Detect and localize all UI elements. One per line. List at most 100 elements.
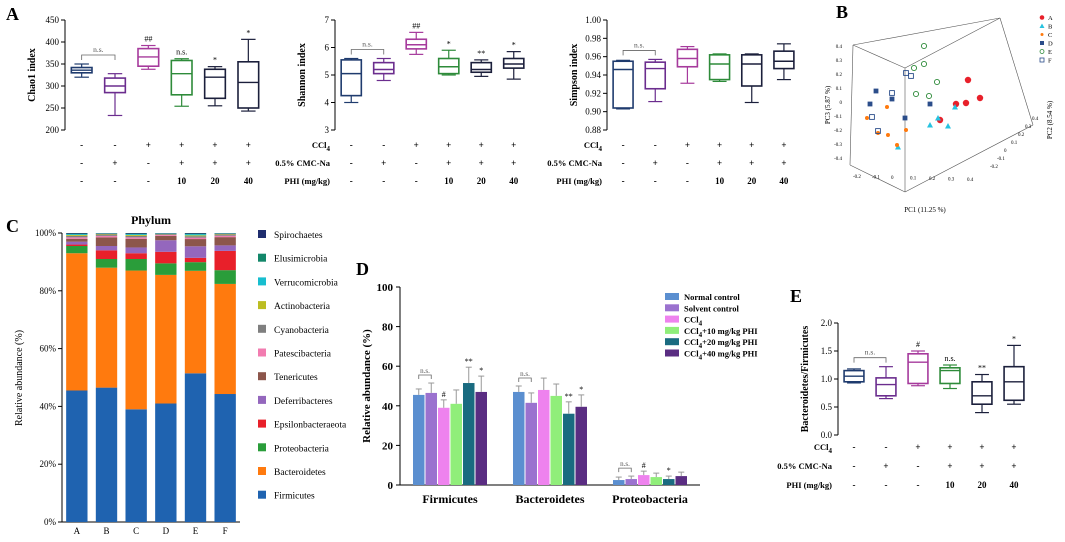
grouped-category-label: Bacteroidetes (515, 492, 584, 506)
simpson-box (708, 54, 731, 81)
phylum-segment-actinobacteria (95, 233, 118, 235)
pca-point-B (945, 123, 951, 129)
phylum-segment-epsilonbacteraeota (95, 250, 118, 260)
chao1-tick-label: 350 (46, 59, 60, 69)
ratio-y-label: Bacteroidetes/Firmicutes (800, 326, 811, 433)
phylum-segment-proteobacteria (155, 263, 177, 275)
treatment-cell: - (686, 176, 689, 186)
phylum-legend-label: Actinobacteria (274, 302, 331, 312)
pca-tick-pc3: -0.3 (834, 143, 842, 148)
shannon-sig: * (512, 41, 516, 50)
pca-point-C (885, 105, 889, 109)
pca-box-edge (849, 44, 854, 166)
simpson-box (773, 50, 795, 70)
treatment-cell: + (781, 158, 786, 168)
pca-z-label: PC3 (5.87 %) (824, 85, 832, 124)
phylum-segment-patescibacteria (155, 235, 177, 236)
pca-tick-pc2: 0.3 (1025, 125, 1032, 130)
shannon-bracket (350, 49, 385, 55)
phylum-stacked-bar: Phylum 0% 20% 40% 60% 80% 100% Relative abundan… (14, 213, 347, 536)
shannon-bracket-label: n.s. (362, 40, 373, 49)
pca-point-C (895, 143, 899, 147)
phylum-segment-verrucomicrobia (66, 234, 88, 236)
ratio-sig: n.s. (944, 354, 955, 363)
simpson-box (612, 60, 634, 109)
shannon-y-label: Shannon index (297, 43, 308, 107)
phylum-segment-spirochaetes (184, 233, 207, 234)
phylum-category-label: E (193, 526, 199, 536)
simpson-tick-label: 0.96 (585, 52, 601, 62)
treatment-cell: + (414, 140, 419, 150)
treatment-cell: + (685, 140, 690, 150)
grouped-bracket (418, 374, 432, 380)
phylum-segment-proteobacteria (214, 270, 236, 284)
treatment-cell: 40 (244, 176, 254, 186)
phylum-y-label: Relative abundance (%) (14, 330, 25, 426)
treatment-cell: + (112, 158, 117, 168)
phylum-segment-actinobacteria (125, 235, 147, 236)
phylum-legend-label: Patescibacteria (274, 350, 332, 360)
phylum-segment-actinobacteria (214, 233, 236, 235)
treatment-label: PHI (mg/kg) (786, 480, 832, 490)
panel-label-c: C (6, 216, 19, 236)
phylum-segment-bacteroidetes (66, 253, 88, 391)
treatment-cell: + (717, 158, 722, 168)
phylum-segment-elusimicrobia (66, 233, 88, 235)
pca-legend-marker (1039, 23, 1045, 28)
treatment-cell: + (511, 140, 516, 150)
ratio-tick-label: 0.0 (821, 430, 833, 440)
phylum-segment-actinobacteria (184, 235, 207, 237)
simpson-tick-label: 0.90 (585, 107, 601, 117)
simpson-tick-label: 0.88 (585, 125, 601, 135)
treatment-cell: 40 (779, 176, 789, 186)
ratio-tick-label: 1.5 (821, 346, 833, 356)
pca-y-label: PC2 (8.54 %) (1046, 100, 1054, 139)
grouped-bracket-label: n.s. (520, 370, 530, 378)
phylum-legend-swatch (258, 443, 266, 452)
phylum-segment-verrucomicrobia (184, 234, 207, 236)
shannon-tick-label: 6 (325, 43, 330, 53)
phylum-segment-deferribacteres (155, 240, 177, 252)
treatment-cell: + (749, 158, 754, 168)
pca-point-F (903, 70, 909, 76)
grouped-legend-label: CCl4 (684, 315, 703, 328)
treatment-cell: - (382, 176, 385, 186)
pca-point-B (935, 115, 941, 121)
phylum-legend-swatch (258, 253, 266, 262)
shannon-tick-label: 5 (325, 70, 330, 80)
grouped-y-label: Relative abundance (%) (361, 329, 373, 443)
shannon-box (470, 61, 493, 74)
chao1-sig: n.s. (176, 48, 187, 57)
phylum-segment-epsilonbacteraeota (155, 251, 177, 264)
pca-point-D (889, 96, 895, 102)
treatment-cell: - (350, 158, 353, 168)
grouped-sig: * (667, 466, 671, 475)
panel-label-e: E (790, 286, 802, 306)
phylum-legend-swatch (258, 395, 266, 404)
pca-legend-label: F (1048, 58, 1052, 65)
simpson-bracket (622, 50, 656, 56)
pca-tick-pc1: 0.4 (967, 178, 974, 183)
ratio-box (875, 377, 897, 397)
phylum-segment-firmicutes (125, 409, 147, 522)
phylum-tick-label: 80% (40, 286, 57, 296)
pca-point-C (865, 116, 869, 120)
phylum-legend-label: Epsilonbacteraeota (274, 421, 347, 431)
phylum-segment-cyanobacteria (155, 234, 177, 236)
grouped-tick-label: 80 (382, 322, 394, 334)
grouped-bar (413, 394, 425, 485)
grouped-sig: # (442, 390, 446, 399)
phylum-segment-epsilonbacteraeota (66, 244, 88, 247)
treatment-cell: - (654, 176, 657, 186)
chao1-bracket (81, 54, 116, 60)
treatment-cell: + (446, 140, 451, 150)
pca-tick-pc3: 0.3 (836, 59, 843, 64)
grouped-bar (563, 413, 575, 485)
shannon-tick-label: 3 (325, 125, 330, 135)
ratio-tick-label: 1.0 (821, 374, 833, 384)
phylum-legend-swatch (258, 277, 266, 286)
chao1-y-label: Chao1 index (27, 48, 38, 102)
phylum-segment-deferribacteres (66, 241, 88, 245)
